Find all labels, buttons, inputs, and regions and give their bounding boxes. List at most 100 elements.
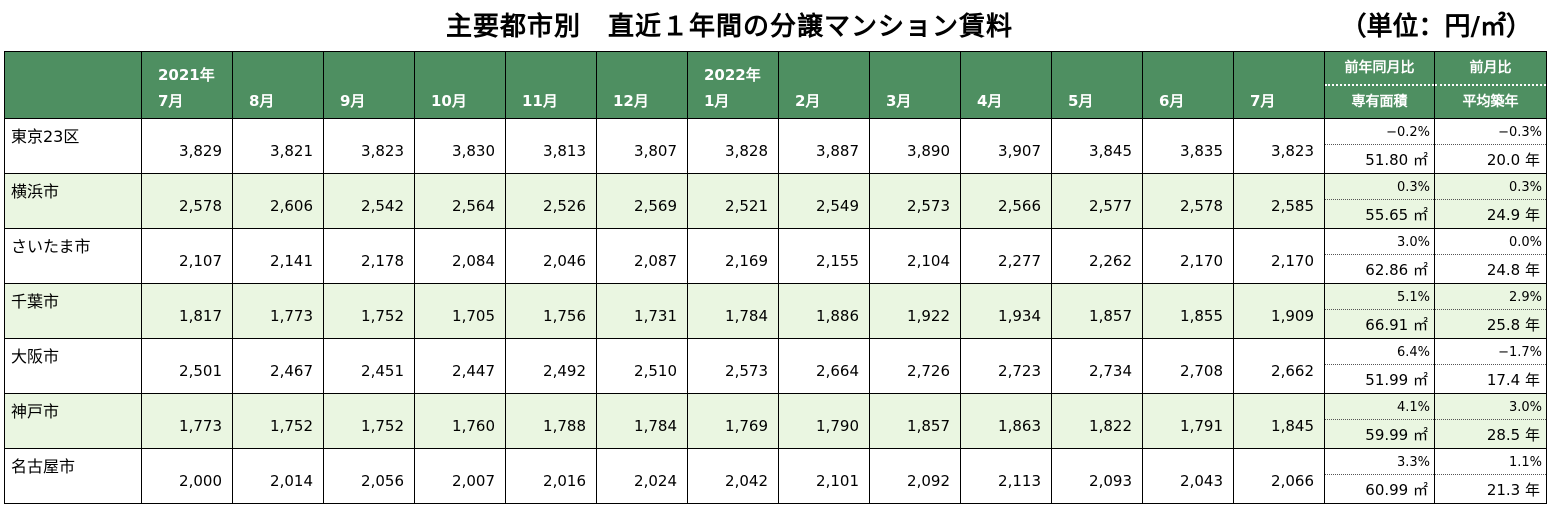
age-value: 21.3 年 [1486, 481, 1540, 499]
rent-value: 1,922 [869, 283, 961, 339]
compare-cell: 0.3% 55.65 ㎡ [1324, 173, 1435, 229]
rent-value: 2,662 [1233, 338, 1325, 394]
area-value: 66.91 ㎡ [1365, 316, 1428, 334]
header-year: 2022年 [704, 66, 761, 84]
header-month-4: 11月 [505, 51, 597, 119]
header-year [886, 62, 960, 88]
rent-value: 2,467 [232, 338, 324, 394]
header-month: 8月 [249, 92, 275, 110]
mom-value: 1.1% [1435, 449, 1546, 475]
header-month: 7月 [1250, 92, 1276, 110]
area-value: 51.99 ㎡ [1365, 371, 1428, 389]
compare-cell: 5.1% 66.91 ㎡ [1324, 283, 1435, 339]
rent-value: 2,155 [778, 228, 870, 284]
rent-value: 1,855 [1142, 283, 1234, 339]
header-month-7: 2月 [778, 51, 870, 119]
compare-cell: −0.2% 51.80 ㎡ [1324, 118, 1435, 174]
header-month-5: 12月 [596, 51, 688, 119]
rent-value: 1,909 [1233, 283, 1325, 339]
rent-value: 3,890 [869, 118, 961, 174]
compare-cell: 2.9% 25.8 年 [1434, 283, 1547, 339]
rent-value: 1,886 [778, 283, 870, 339]
age-value: 20.0 年 [1486, 151, 1540, 169]
compare-cell: 3.0% 62.86 ㎡ [1324, 228, 1435, 284]
rent-value: 2,066 [1233, 448, 1325, 504]
area-value: 60.99 ㎡ [1365, 481, 1428, 499]
rent-value: 2,087 [596, 228, 688, 284]
rent-value: 2,573 [687, 338, 779, 394]
header-year [977, 62, 1051, 88]
rent-value: 2,501 [141, 338, 233, 394]
rent-value: 2,577 [1051, 173, 1143, 229]
rent-value: 1,784 [687, 283, 779, 339]
rent-value: 1,784 [596, 393, 688, 449]
compare-cell: 0.3% 24.9 年 [1434, 173, 1547, 229]
rent-value: 1,756 [505, 283, 597, 339]
mom-value: 0.3% [1435, 174, 1546, 200]
city-name: 名古屋市 [4, 448, 142, 504]
age-value: 28.5 年 [1486, 426, 1540, 444]
area-value: 62.86 ㎡ [1365, 261, 1428, 279]
age-value: 17.4 年 [1486, 371, 1540, 389]
mom-value: 0.0% [1435, 229, 1546, 255]
rent-table: 2021年 7月 8月 9月 10月 11月 12月 2022年 1月 2月 3月 4月 5月 6月 7月 前… [4, 51, 1547, 504]
rent-value: 2,723 [960, 338, 1052, 394]
table-row: 大阪市 2,501 2,467 2,451 2,447 2,492 2,510 2,573 2,… [4, 338, 1547, 394]
header-year [522, 62, 596, 88]
yoy-value: 6.4% [1325, 339, 1434, 365]
header-month: 7月 [158, 92, 184, 110]
rent-value: 1,752 [232, 393, 324, 449]
rent-value: 2,734 [1051, 338, 1143, 394]
header-year [1250, 62, 1324, 88]
mom-value: 2.9% [1435, 284, 1546, 310]
rent-value: 1,769 [687, 393, 779, 449]
header-month: 6月 [1159, 92, 1185, 110]
rent-value: 3,823 [323, 118, 415, 174]
rent-value: 2,101 [778, 448, 870, 504]
rent-value: 1,788 [505, 393, 597, 449]
header-mom-age: 前月比 平均築年 [1434, 51, 1547, 119]
yoy-value: −0.2% [1325, 119, 1434, 145]
header-row: 2021年 7月 8月 9月 10月 11月 12月 2022年 1月 2月 3月 4月 5月 6月 7月 前… [4, 51, 1547, 119]
area-value: 55.65 ㎡ [1365, 206, 1428, 224]
mom-value: −0.3% [1435, 119, 1546, 145]
header-month-12: 7月 [1233, 51, 1325, 119]
header-mom: 前月比 [1435, 52, 1546, 86]
header-month: 11月 [522, 92, 558, 110]
header-month: 5月 [1068, 92, 1094, 110]
rent-value: 2,262 [1051, 228, 1143, 284]
rent-value: 2,000 [141, 448, 233, 504]
rent-value: 3,813 [505, 118, 597, 174]
rent-value: 2,046 [505, 228, 597, 284]
rent-value: 3,845 [1051, 118, 1143, 174]
header-month-10: 5月 [1051, 51, 1143, 119]
compare-cell: 3.0% 28.5 年 [1434, 393, 1547, 449]
unit-label: （単位：円/㎡） [1340, 12, 1533, 42]
rent-value: 2,664 [778, 338, 870, 394]
rent-value: 2,084 [414, 228, 506, 284]
rent-value: 1,790 [778, 393, 870, 449]
rent-value: 2,107 [141, 228, 233, 284]
rent-value: 2,170 [1233, 228, 1325, 284]
header-year [1159, 62, 1233, 88]
age-value: 24.9 年 [1486, 206, 1540, 224]
rent-value: 2,104 [869, 228, 961, 284]
header-month: 9月 [340, 92, 366, 110]
header-yoy-area: 前年同月比 専有面積 [1324, 51, 1435, 119]
rent-value: 2,178 [323, 228, 415, 284]
table-body: 東京23区 3,829 3,821 3,823 3,830 3,813 3,807 3,828… [4, 118, 1547, 504]
rent-value: 2,569 [596, 173, 688, 229]
rent-value: 3,907 [960, 118, 1052, 174]
yoy-value: 5.1% [1325, 284, 1434, 310]
rent-value: 2,024 [596, 448, 688, 504]
rent-value: 1,752 [323, 283, 415, 339]
city-name: 横浜市 [4, 173, 142, 229]
rent-value: 2,170 [1142, 228, 1234, 284]
header-month-11: 6月 [1142, 51, 1234, 119]
table-row: 横浜市 2,578 2,606 2,542 2,564 2,526 2,569 2,521 2,… [4, 173, 1547, 229]
mom-value: 3.0% [1435, 394, 1546, 420]
rent-value: 2,566 [960, 173, 1052, 229]
rent-value: 1,773 [232, 283, 324, 339]
city-name: 東京23区 [4, 118, 142, 174]
